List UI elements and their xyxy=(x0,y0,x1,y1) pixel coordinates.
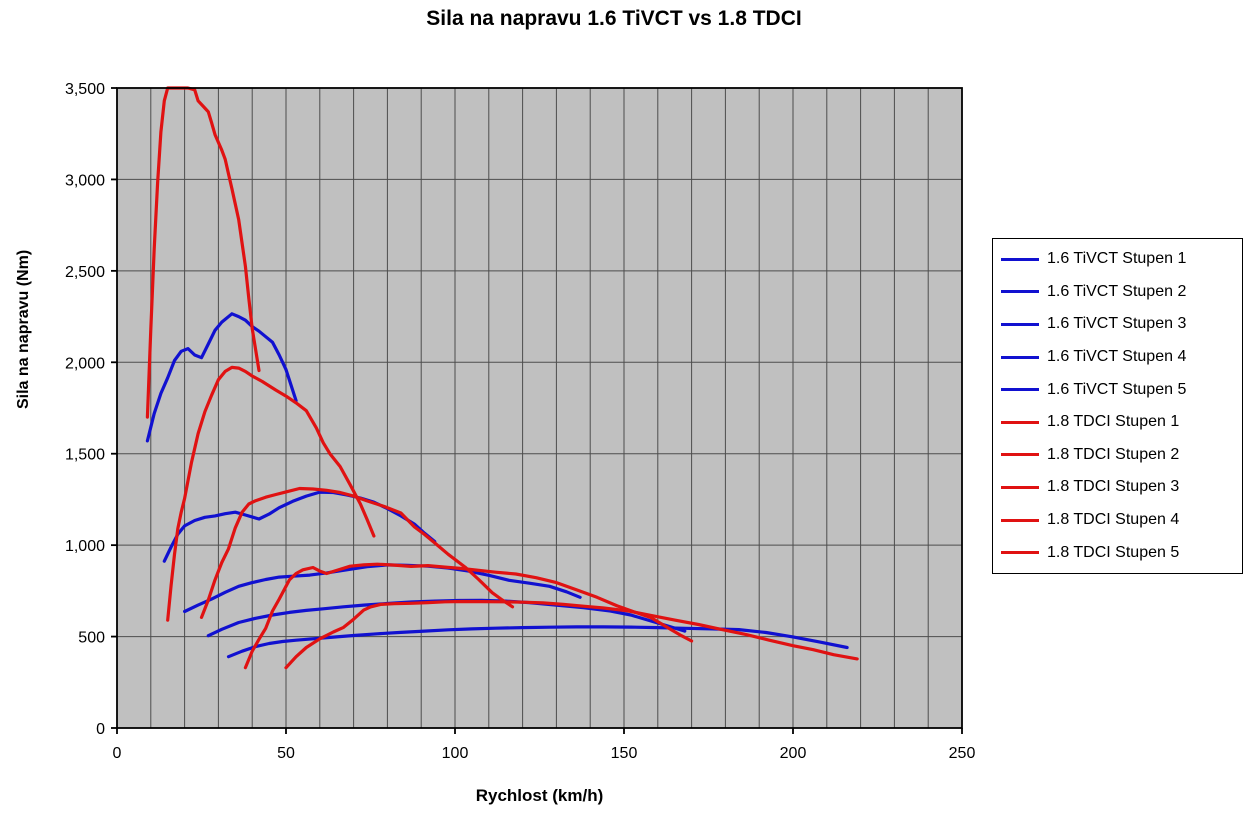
legend-label: 1.8 TDCI Stupen 3 xyxy=(1047,478,1180,496)
legend-entry-1: 1.6 TiVCT Stupen 1 xyxy=(993,250,1242,268)
y-tick-label: 2,500 xyxy=(65,264,105,281)
legend-entry-6: 1.8 TDCI Stupen 1 xyxy=(993,413,1242,431)
legend-label: 1.8 TDCI Stupen 1 xyxy=(1047,413,1180,431)
x-tick-label: 150 xyxy=(611,745,638,762)
legend-entry-9: 1.8 TDCI Stupen 4 xyxy=(993,511,1242,529)
x-tick-label: 50 xyxy=(277,745,295,762)
legend-label: 1.6 TiVCT Stupen 3 xyxy=(1047,315,1187,333)
legend-box: 1.6 TiVCT Stupen 1 1.6 TiVCT Stupen 2 1.6 … xyxy=(992,238,1243,574)
series-line-6 xyxy=(145,86,261,419)
legend-line-swatch xyxy=(1001,453,1039,457)
y-tick-label: 3,500 xyxy=(65,81,105,98)
legend-label: 1.6 TiVCT Stupen 4 xyxy=(1047,348,1187,366)
legend-line-swatch xyxy=(1001,388,1039,392)
legend-line-swatch xyxy=(1001,290,1039,294)
x-tick-label: 0 xyxy=(113,745,122,762)
legend-label: 1.6 TiVCT Stupen 1 xyxy=(1047,250,1187,268)
y-axis-title: Sila na napravu (Nm) xyxy=(15,249,32,409)
legend-entry-5: 1.6 TiVCT Stupen 5 xyxy=(993,381,1242,399)
gridlines xyxy=(117,88,962,728)
data-series xyxy=(145,86,859,670)
legend-label: 1.8 TDCI Stupen 5 xyxy=(1047,543,1180,561)
plot-area xyxy=(117,88,962,728)
x-tick-label: 100 xyxy=(442,745,469,762)
series-line-3 xyxy=(183,563,582,614)
legend-line-swatch xyxy=(1001,257,1039,261)
series-line-7 xyxy=(166,365,376,622)
legend-line-swatch xyxy=(1001,355,1039,359)
y-tick-label: 2,000 xyxy=(65,355,105,372)
legend-line-swatch xyxy=(1001,518,1039,522)
legend-label: 1.6 TiVCT Stupen 2 xyxy=(1047,282,1187,300)
legend-entry-3: 1.6 TiVCT Stupen 3 xyxy=(993,315,1242,333)
series-line-10 xyxy=(284,599,859,670)
x-tick-label: 250 xyxy=(949,745,976,762)
legend-entry-2: 1.6 TiVCT Stupen 2 xyxy=(993,283,1242,301)
x-axis-title: Rychlost (km/h) xyxy=(475,786,604,805)
legend-label: 1.8 TDCI Stupen 2 xyxy=(1047,445,1180,463)
y-tick-label: 1,500 xyxy=(65,447,105,464)
chart-title: Sila na napravu 1.6 TiVCT vs 1.8 TDCI xyxy=(426,7,802,30)
legend-line-swatch xyxy=(1001,485,1039,489)
series-line-9 xyxy=(243,562,694,670)
legend-line-swatch xyxy=(1001,420,1039,424)
legend-line-swatch xyxy=(1001,551,1039,555)
legend-line-swatch xyxy=(1001,322,1039,326)
y-tick-label: 3,000 xyxy=(65,172,105,189)
legend-label: 1.8 TDCI Stupen 4 xyxy=(1047,511,1180,529)
plot-frame xyxy=(116,87,963,729)
x-tick-label: 200 xyxy=(780,745,807,762)
legend-entry-8: 1.8 TDCI Stupen 3 xyxy=(993,478,1242,496)
legend-entry-4: 1.6 TiVCT Stupen 4 xyxy=(993,348,1242,366)
plot-border xyxy=(116,87,963,729)
axis-ticks xyxy=(111,87,963,734)
legend-entry-10: 1.8 TDCI Stupen 5 xyxy=(993,544,1242,562)
axis-tick-labels: 0 50 100 150 200 250 0 500 1,000 1,500 2,000 2,500 3… xyxy=(65,81,975,762)
plot-background xyxy=(117,88,962,728)
y-tick-label: 0 xyxy=(96,721,105,738)
y-tick-label: 1,000 xyxy=(65,538,105,555)
legend-entry-7: 1.8 TDCI Stupen 2 xyxy=(993,446,1242,464)
legend-label: 1.6 TiVCT Stupen 5 xyxy=(1047,380,1187,398)
y-tick-label: 500 xyxy=(78,630,105,647)
series-line-8 xyxy=(199,486,515,620)
series-line-1 xyxy=(145,312,298,443)
